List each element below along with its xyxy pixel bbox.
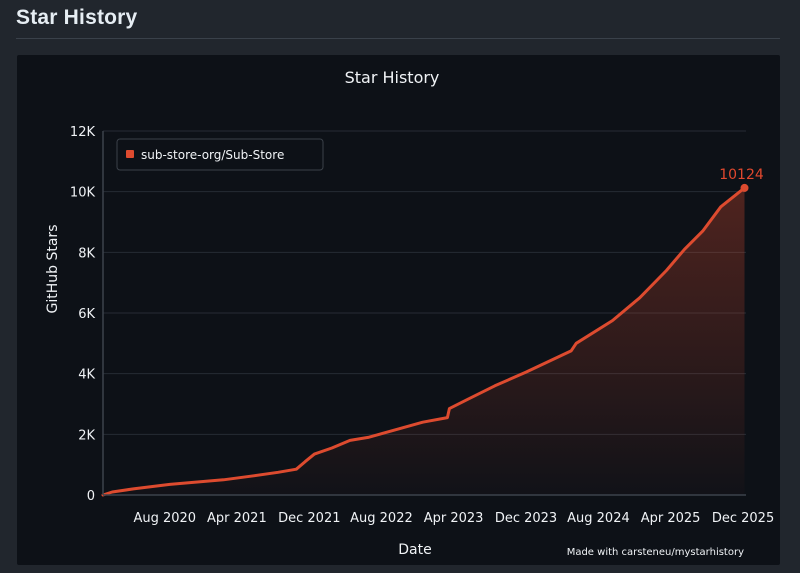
x-tick-label: Aug 2022 [350,511,413,526]
y-axis-label: GitHub Stars [45,225,61,314]
x-tick-label: Aug 2020 [133,511,196,526]
line-layer [101,186,746,497]
series-line [101,186,746,497]
chart-title: Star History [345,68,440,87]
y-tick-label: 6K [78,307,95,322]
axis-layer [102,131,746,496]
page-heading: Star History [16,6,138,29]
x-axis-label: Date [398,542,431,558]
y-tick-labels: 0 2K 4K 6K 8K 10K 12K [70,125,96,504]
series-end-point [740,183,749,192]
y-tick-label: 8K [78,246,95,261]
star-history-chart: Star History 0 2K 4K 6K 8K 10K 12K Aug 2020 Apr… [17,55,780,565]
legend-swatch [126,150,134,158]
legend: sub-store-org/Sub-Store [116,138,324,171]
x-tick-label: Apr 2025 [641,511,701,526]
legend-box [116,138,324,171]
area-layer [103,187,745,495]
x-tick-labels: Aug 2020 Apr 2021 Dec 2021 Aug 2022 Apr 2023… [133,511,774,526]
marker-layer: 10124 [719,167,764,192]
heading-divider [16,38,780,39]
y-tick-label: 0 [87,489,95,504]
credit-text: Made with carsteneu/mystarhistory [567,547,744,558]
chart-svg: Star History 0 2K 4K 6K 8K 10K 12K Aug 2020 Apr… [45,68,774,558]
y-tick-label: 4K [78,368,95,383]
x-tick-label: Dec 2025 [712,511,774,526]
x-tick-label: Aug 2024 [567,511,630,526]
y-tick-label: 2K [78,428,95,443]
x-tick-label: Apr 2023 [424,511,484,526]
y-tick-label: 12K [70,125,96,140]
x-tick-label: Apr 2021 [207,511,267,526]
y-tick-label: 10K [70,186,96,201]
series-area-fill [103,187,745,495]
legend-series-label: sub-store-org/Sub-Store [141,148,284,162]
series-end-label: 10124 [719,167,764,183]
x-tick-label: Dec 2021 [278,511,340,526]
x-tick-label: Dec 2023 [495,511,557,526]
